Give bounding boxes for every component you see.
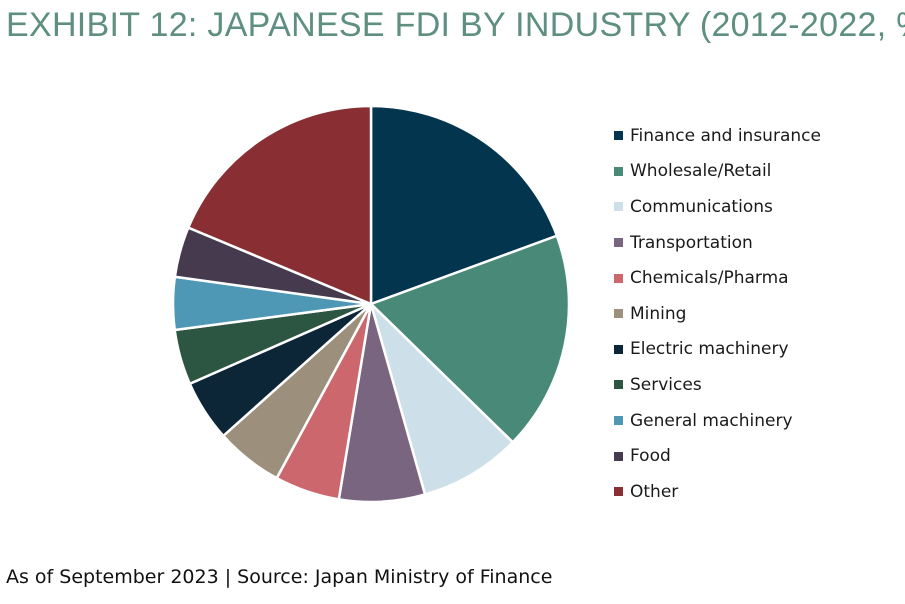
legend-label: Wholesale/Retail (630, 161, 772, 182)
pie-slice-finance-and-insurance (369, 104, 559, 306)
legend-label: Finance and insurance (630, 125, 821, 146)
legend-swatch (614, 451, 623, 461)
pie-chart (171, 104, 571, 504)
legend-label: Services (630, 374, 702, 395)
legend-swatch (614, 202, 623, 212)
legend-swatch (614, 131, 623, 141)
legend-swatch (614, 273, 623, 283)
legend-item: Wholesale/Retail (614, 154, 821, 190)
legend-swatch (614, 487, 623, 497)
chart-legend: Finance and insurance Wholesale/Retail Com… (614, 118, 821, 510)
legend-label: Communications (630, 196, 773, 217)
legend-item: Transportation (614, 225, 821, 261)
source-footnote: As of September 2023 | Source: Japan Min… (6, 566, 553, 588)
exhibit-title: EXHIBIT 12: JAPANESE FDI BY INDUSTRY (20… (6, 6, 905, 44)
legend-label: Transportation (630, 232, 753, 253)
legend-label: Chemicals/Pharma (630, 268, 789, 289)
legend-swatch (614, 380, 623, 390)
legend-label: Mining (630, 303, 687, 324)
legend-swatch (614, 344, 623, 354)
legend-swatch (614, 166, 623, 176)
legend-item: Food (614, 438, 821, 474)
legend-swatch (614, 416, 623, 426)
legend-swatch (614, 309, 623, 319)
legend-item: Electric machinery (614, 332, 821, 368)
legend-item: Services (614, 367, 821, 403)
legend-item: Mining (614, 296, 821, 332)
legend-item: Finance and insurance (614, 118, 821, 154)
pie-slice-wholesale-retail (369, 234, 571, 444)
legend-label: General machinery (630, 410, 793, 431)
legend-swatch (614, 238, 623, 248)
legend-item: Communications (614, 189, 821, 225)
legend-label: Food (630, 446, 671, 467)
legend-item: General machinery (614, 403, 821, 439)
pie-slice-other (187, 104, 373, 306)
legend-item: Other (614, 474, 821, 510)
legend-label: Electric machinery (630, 339, 789, 360)
legend-label: Other (630, 481, 679, 502)
legend-item: Chemicals/Pharma (614, 260, 821, 296)
pie-slice-communications (369, 302, 515, 496)
